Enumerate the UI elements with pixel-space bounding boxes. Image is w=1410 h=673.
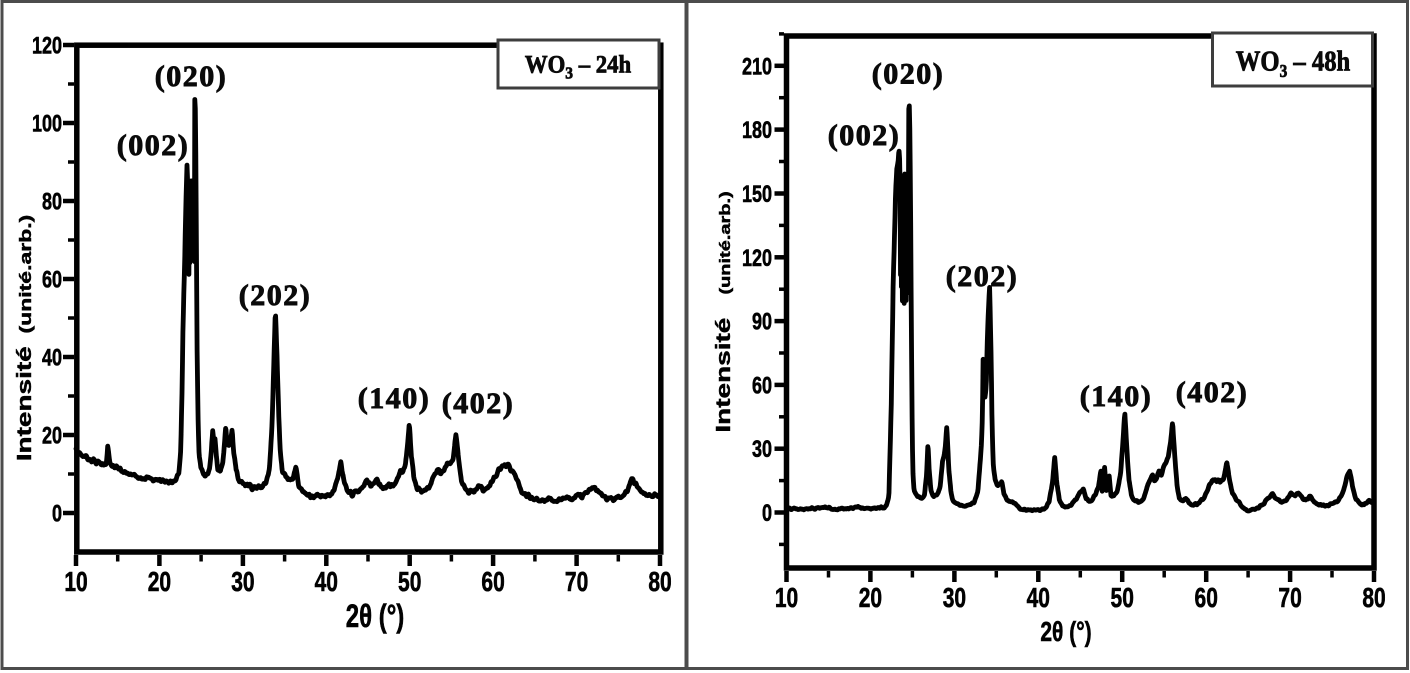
svg-text:0: 0 [52, 501, 62, 527]
svg-text:WO3 – 48h: WO3 – 48h [1236, 45, 1350, 82]
svg-text:40: 40 [42, 345, 62, 371]
svg-text:50: 50 [1111, 583, 1134, 614]
svg-text:20: 20 [42, 423, 62, 449]
svg-text:70: 70 [1278, 583, 1301, 614]
svg-text:(002): (002) [828, 119, 900, 152]
svg-text:30: 30 [943, 583, 966, 614]
svg-text:120: 120 [742, 245, 772, 271]
svg-text:40: 40 [1027, 583, 1050, 614]
svg-text:60: 60 [42, 267, 62, 293]
svg-text:(402): (402) [442, 387, 514, 420]
svg-text:80: 80 [1362, 583, 1385, 614]
svg-text:210: 210 [742, 54, 772, 80]
svg-text:50: 50 [398, 567, 421, 598]
svg-text:0: 0 [762, 501, 772, 527]
svg-text:90: 90 [752, 309, 772, 335]
svg-text:Intensité (unité.arb.): Intensité (unité.arb.) [713, 191, 735, 432]
svg-text:30: 30 [231, 567, 254, 598]
svg-text:60: 60 [481, 567, 504, 598]
svg-text:180: 180 [742, 118, 772, 144]
svg-text:2θ (°): 2θ (°) [346, 598, 405, 634]
svg-text:80: 80 [42, 189, 62, 215]
svg-text:WO3 – 24h: WO3 – 24h [525, 52, 631, 83]
svg-text:40: 40 [315, 567, 338, 598]
svg-text:120: 120 [32, 33, 62, 59]
svg-text:150: 150 [742, 182, 772, 208]
svg-text:(020): (020) [872, 58, 944, 91]
svg-text:(020): (020) [155, 60, 227, 93]
svg-text:(202): (202) [946, 260, 1018, 293]
svg-text:20: 20 [148, 567, 171, 598]
svg-text:(402): (402) [1176, 376, 1248, 409]
svg-text:(140): (140) [1080, 380, 1152, 413]
svg-text:10: 10 [775, 583, 798, 614]
svg-text:70: 70 [565, 567, 588, 598]
svg-text:60: 60 [752, 373, 772, 399]
svg-text:(002): (002) [117, 129, 189, 162]
svg-text:(140): (140) [358, 382, 430, 415]
svg-text:2θ (°): 2θ (°) [1040, 617, 1091, 648]
svg-text:(202): (202) [239, 279, 311, 312]
svg-text:80: 80 [648, 567, 671, 598]
svg-text:100: 100 [32, 111, 62, 137]
svg-text:30: 30 [752, 437, 772, 463]
svg-text:10: 10 [64, 567, 87, 598]
svg-text:60: 60 [1195, 583, 1218, 614]
svg-text:Intensité (unité.arb.): Intensité (unité.arb.) [14, 215, 36, 462]
svg-text:20: 20 [859, 583, 882, 614]
